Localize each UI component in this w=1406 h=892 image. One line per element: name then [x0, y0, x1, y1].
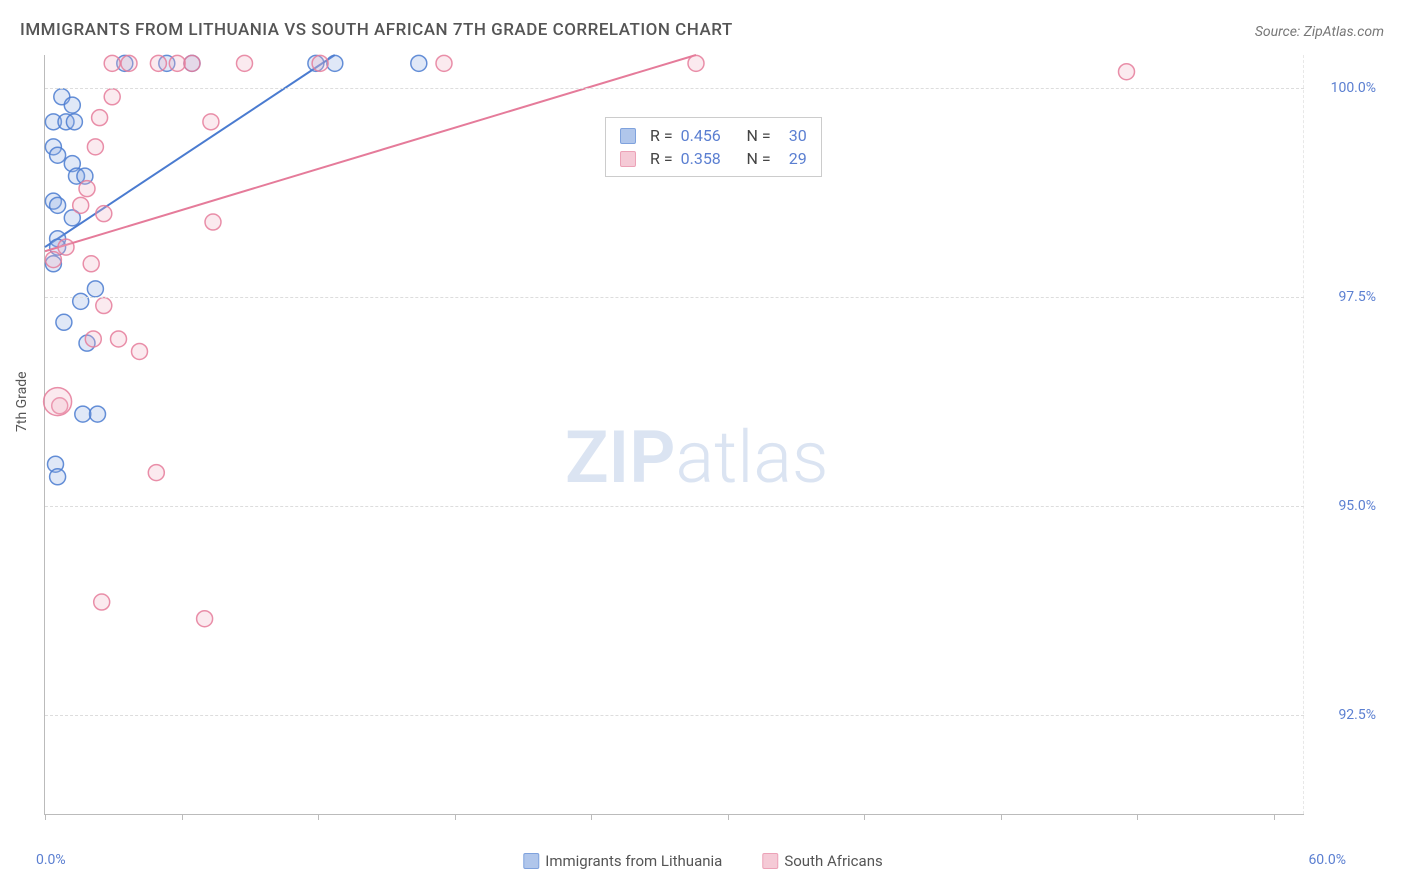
scatter-point [436, 55, 452, 71]
scatter-point [56, 314, 72, 330]
source-label: Source: ZipAtlas.com [1255, 24, 1384, 40]
correlation-stats-box: R = 0.456 N = 30R = 0.358 N = 29 [605, 117, 822, 177]
scatter-point [203, 114, 219, 130]
scatter-point [111, 331, 127, 347]
x-tick [864, 814, 865, 820]
scatter-point [121, 55, 137, 71]
scatter-point [327, 55, 343, 71]
x-tick [1274, 814, 1275, 820]
gridline-h [45, 506, 1304, 507]
scatter-point [312, 55, 328, 71]
stat-n-label: N = [739, 126, 771, 145]
stat-n-value: 30 [779, 126, 807, 145]
scatter-point-large [44, 388, 72, 416]
x-tick [455, 814, 456, 820]
y-axis-label: 7th Grade [14, 371, 30, 432]
scatter-point [73, 293, 89, 309]
scatter-point [92, 110, 108, 126]
scatter-point [73, 197, 89, 213]
scatter-point [184, 55, 200, 71]
scatter-point [205, 214, 221, 230]
legend-label: South Africans [784, 852, 882, 870]
scatter-point [85, 331, 101, 347]
trendline-south_africa [45, 55, 696, 251]
scatter-point [58, 239, 74, 255]
stat-r-value: 0.358 [681, 149, 731, 168]
stat-n-label: N = [739, 149, 771, 168]
stat-swatch [620, 128, 636, 144]
x-tick [1001, 814, 1002, 820]
scatter-point [87, 139, 103, 155]
legend-swatch [523, 853, 539, 869]
scatter-point [75, 406, 91, 422]
scatter-point [688, 55, 704, 71]
stat-n-value: 29 [779, 149, 807, 168]
legend-swatch [762, 853, 778, 869]
scatter-point [148, 465, 164, 481]
scatter-point [45, 252, 61, 268]
bottom-legend: Immigrants from Lithuania South Africans [523, 852, 882, 870]
x-axis-max-label: 60.0% [1308, 852, 1346, 868]
scatter-point [237, 55, 253, 71]
scatter-point [104, 89, 120, 105]
stat-r-label: R = [650, 149, 673, 168]
x-tick [591, 814, 592, 820]
y-tick-label: 95.0% [1338, 498, 1376, 514]
x-tick [1137, 814, 1138, 820]
scatter-point [150, 55, 166, 71]
y-tick-label: 97.5% [1338, 289, 1376, 305]
stat-swatch [620, 151, 636, 167]
scatter-point [79, 181, 95, 197]
gridline-h [45, 715, 1304, 716]
y-tick-label: 100.0% [1331, 80, 1376, 96]
legend-item-lithuania: Immigrants from Lithuania [523, 852, 722, 870]
scatter-point [50, 469, 66, 485]
x-tick [45, 814, 46, 820]
scatter-point [64, 97, 80, 113]
x-axis-min-label: 0.0% [36, 852, 66, 868]
scatter-point [87, 281, 103, 297]
scatter-point [197, 611, 213, 627]
scatter-point [50, 197, 66, 213]
scatter-point [94, 594, 110, 610]
scatter-point [104, 55, 120, 71]
gridline-h [45, 88, 1304, 89]
scatter-point [96, 298, 112, 314]
scatter-point [66, 114, 82, 130]
scatter-point [1119, 64, 1135, 80]
y-tick-label: 92.5% [1338, 707, 1376, 723]
legend-item-south_africa: South Africans [762, 852, 882, 870]
plot-area: ZIPatlas R = 0.456 N = 30R = 0.358 N = 2… [44, 55, 1304, 815]
x-tick [728, 814, 729, 820]
scatter-point [50, 147, 66, 163]
scatter-point [169, 55, 185, 71]
x-tick [182, 814, 183, 820]
scatter-point [83, 256, 99, 272]
stat-row-lithuania: R = 0.456 N = 30 [620, 124, 807, 147]
scatter-point [411, 55, 427, 71]
stat-row-south_africa: R = 0.358 N = 29 [620, 147, 807, 170]
scatter-point [90, 406, 106, 422]
chart-title: IMMIGRANTS FROM LITHUANIA VS SOUTH AFRIC… [20, 20, 733, 40]
legend-label: Immigrants from Lithuania [545, 852, 722, 870]
gridline-h [45, 297, 1304, 298]
x-tick [318, 814, 319, 820]
scatter-point [96, 206, 112, 222]
stat-r-label: R = [650, 126, 673, 145]
scatter-point [132, 343, 148, 359]
stat-r-value: 0.456 [681, 126, 731, 145]
